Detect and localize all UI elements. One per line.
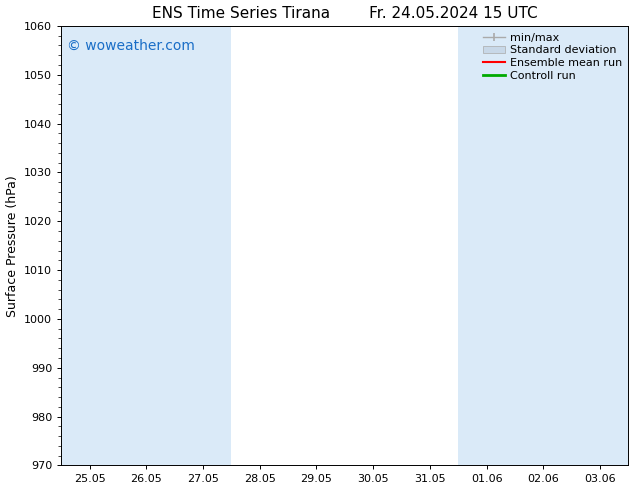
Bar	[175, 26, 231, 466]
Y-axis label: Surface Pressure (hPa): Surface Pressure (hPa)	[6, 175, 18, 317]
Bar	[61, 26, 118, 466]
Bar	[515, 26, 572, 466]
Bar	[458, 26, 515, 466]
Text: © woweather.com: © woweather.com	[67, 39, 195, 53]
Title: ENS Time Series Tirana        Fr. 24.05.2024 15 UTC: ENS Time Series Tirana Fr. 24.05.2024 15…	[152, 5, 538, 21]
Bar	[572, 26, 628, 466]
Legend: min/max, Standard deviation, Ensemble mean run, Controll run: min/max, Standard deviation, Ensemble me…	[479, 28, 626, 85]
Bar	[118, 26, 175, 466]
